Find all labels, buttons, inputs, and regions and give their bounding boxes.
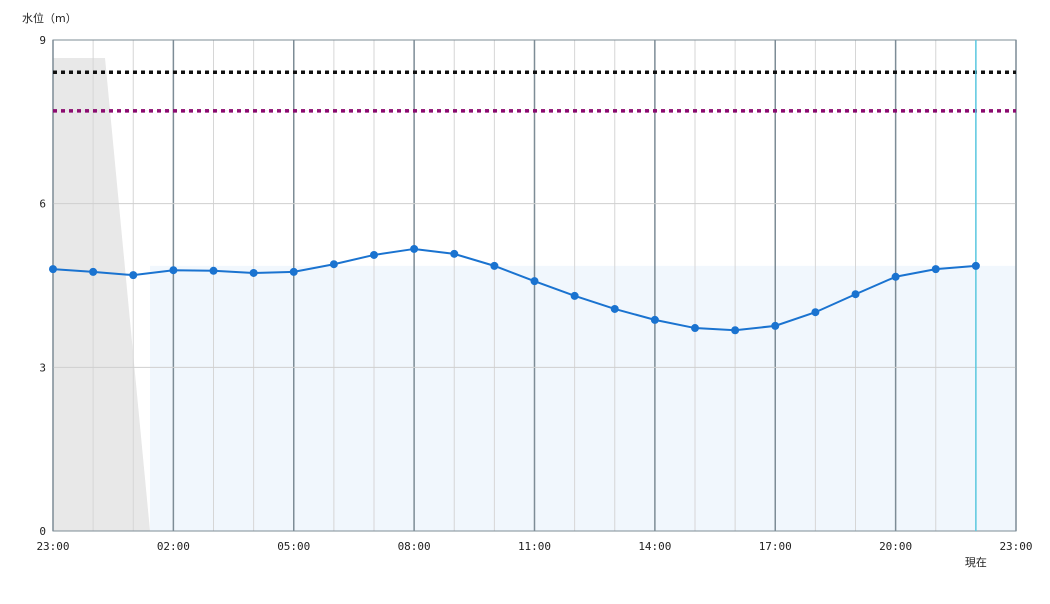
x-tick-label: 14:00: [638, 540, 671, 553]
data-point: [891, 272, 900, 281]
x-tick-label: 23:00: [36, 540, 69, 553]
data-point: [410, 244, 419, 253]
data-point: [731, 326, 740, 335]
data-point: [249, 268, 258, 277]
y-tick-label: 6: [39, 198, 46, 211]
data-point: [771, 321, 780, 330]
data-point: [289, 267, 298, 276]
plot-border: [52, 39, 1017, 532]
data-point: [329, 260, 338, 269]
series-line: [52, 247, 976, 332]
data-point: [209, 266, 218, 275]
data-point: [89, 267, 98, 276]
y-tick-label: 3: [39, 361, 46, 374]
y-axis-label: 水位（m）: [22, 11, 77, 25]
x-tick-label: 17:00: [759, 540, 792, 553]
data-point: [570, 291, 579, 300]
shaded-area: [53, 58, 150, 531]
data-point: [129, 271, 138, 280]
data-point: [811, 308, 820, 317]
x-tick-label: 02:00: [157, 540, 190, 553]
x-tick-label: 23:00: [999, 540, 1032, 553]
data-point: [650, 315, 659, 324]
x-tick-label: 20:00: [879, 540, 912, 553]
now-label: 現在: [965, 556, 987, 569]
data-point: [931, 265, 940, 274]
x-tick-label: 05:00: [277, 540, 310, 553]
data-point: [851, 290, 860, 299]
data-point: [691, 324, 699, 333]
data-point: [971, 261, 980, 270]
x-tick-label: 08:00: [398, 540, 431, 553]
data-point: [530, 277, 539, 286]
y-tick-label: 0: [39, 525, 46, 538]
y-tick-label: 9: [39, 34, 46, 47]
data-point: [610, 304, 619, 313]
x-tick-label: 11:00: [518, 540, 551, 553]
data-point: [49, 265, 57, 274]
current-level-area: [150, 265, 1016, 531]
data-point: [490, 261, 499, 270]
data-point: [169, 266, 178, 275]
data-point: [450, 249, 459, 258]
data-point: [370, 250, 378, 259]
